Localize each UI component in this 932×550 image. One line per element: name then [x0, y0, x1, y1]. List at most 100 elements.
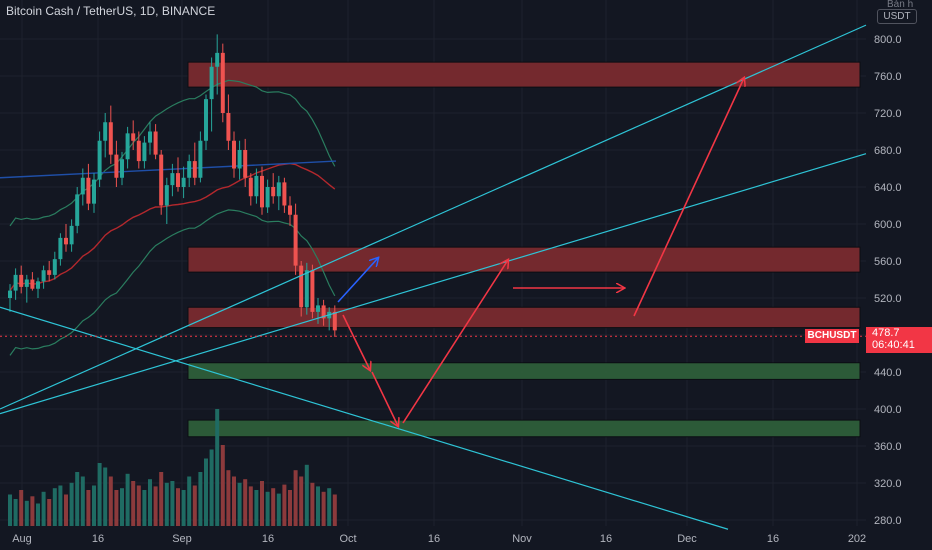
x-tick-label: 16	[262, 533, 274, 545]
candle-body	[69, 225, 74, 245]
volume-bar	[288, 490, 292, 526]
volume-bar	[232, 476, 236, 526]
support-zone	[187, 362, 861, 380]
candle-body	[164, 185, 169, 206]
price-scale-currency[interactable]: Bán h USDT	[877, 0, 917, 24]
current-price-value: 478.7	[872, 327, 900, 339]
y-tick-label: 760.0	[874, 71, 902, 83]
candle-body	[52, 259, 57, 275]
volume-bar	[80, 476, 85, 526]
symbol-title[interactable]: Bitcoin Cash / TetherUS, 1D, BINANCE	[6, 4, 215, 18]
volume-bar	[13, 499, 18, 526]
forecast-arrow	[371, 371, 398, 426]
candle-body	[332, 311, 337, 331]
volume-bar	[41, 491, 46, 526]
volume-bar	[316, 486, 320, 526]
x-tick-label: Aug	[12, 533, 32, 545]
volume-bar	[153, 486, 158, 526]
y-tick-label: 600.0	[874, 219, 902, 231]
trend-line	[0, 153, 867, 415]
trend-lines	[0, 24, 867, 530]
trend-line	[0, 306, 729, 530]
candle-body	[209, 66, 214, 100]
y-tick-label: 360.0	[874, 441, 902, 453]
volume-bar	[332, 494, 337, 526]
candle-body	[13, 274, 18, 291]
candle-body	[103, 122, 108, 141]
volume-bar	[293, 470, 298, 526]
candle-body	[30, 279, 35, 289]
candle-body	[304, 270, 309, 308]
x-tick-label: Nov	[512, 533, 532, 545]
volume-bar	[97, 463, 102, 526]
volume-bar	[327, 488, 332, 526]
candle-body	[64, 237, 68, 245]
currency-unit-button[interactable]: USDT	[877, 9, 917, 24]
candle-body	[159, 154, 164, 206]
candle-body	[215, 52, 220, 67]
volume-bar	[36, 503, 40, 526]
x-tick-label: 16	[767, 533, 779, 545]
volume-bar	[209, 449, 214, 526]
volume-bar	[282, 484, 287, 526]
candle-body	[148, 131, 152, 143]
volume-bar	[187, 476, 192, 526]
volume-bar	[64, 494, 68, 526]
candle-body	[248, 177, 253, 197]
volume-bar	[136, 485, 141, 526]
candle-body	[19, 274, 24, 287]
indicator-lines	[0, 79, 337, 356]
candle-body	[75, 194, 80, 226]
volume-bar	[69, 482, 74, 526]
volume-bar	[86, 490, 91, 526]
volume-bar	[108, 476, 113, 526]
candle-body	[232, 140, 236, 169]
volume-bar	[120, 488, 124, 526]
candle-body	[41, 270, 46, 282]
scale-top-label: Bán h	[887, 0, 914, 10]
volume-bar	[148, 479, 152, 526]
time-axis[interactable]: Aug 16 Sep 16 Oct 16 Nov 16 Dec 16 202	[12, 533, 866, 545]
candle-body	[316, 305, 320, 312]
candle-body	[120, 159, 124, 178]
resistance-zone	[187, 61, 861, 88]
x-tick-label: 16	[428, 533, 440, 545]
y-tick-label: 320.0	[874, 478, 902, 490]
y-tick-label: 560.0	[874, 256, 902, 268]
volume-bar	[114, 490, 119, 526]
volume-bar	[131, 481, 136, 526]
forecast-arrow	[402, 260, 508, 424]
candle-body	[131, 133, 136, 141]
candle-body	[310, 270, 315, 312]
candle-body	[321, 305, 326, 319]
volume-bar	[299, 476, 304, 526]
candle-body	[271, 187, 276, 197]
ticker-price-label: BCHUSDT	[805, 329, 859, 343]
candle-body	[142, 142, 147, 162]
forecast-arrow	[337, 258, 378, 303]
volume-bar	[248, 486, 253, 526]
price-axis[interactable]: 800.0 760.0 720.0 680.0 640.0 600.0 560.0 520.0…	[874, 34, 902, 527]
y-tick-label: 520.0	[874, 293, 902, 305]
volume-bar	[265, 491, 270, 526]
volume-bar	[19, 490, 24, 526]
volume-bar	[52, 488, 57, 526]
volume-bar	[226, 470, 231, 526]
volume-bars	[8, 409, 337, 526]
y-tick-label: 640.0	[874, 182, 902, 194]
x-tick-label: 16	[92, 533, 104, 545]
volume-bar	[321, 491, 326, 526]
candle-body	[8, 290, 12, 298]
candle-body	[80, 177, 85, 195]
volume-bar	[304, 464, 309, 526]
candle-body	[192, 161, 197, 178]
candle-body	[220, 52, 225, 113]
volume-bar	[24, 500, 29, 526]
candle-body	[260, 175, 264, 208]
volume-bar	[164, 482, 169, 526]
resistance-zone	[187, 246, 861, 273]
y-tick-label: 720.0	[874, 108, 902, 120]
candle-body	[276, 182, 281, 197]
volume-bar	[260, 481, 264, 526]
